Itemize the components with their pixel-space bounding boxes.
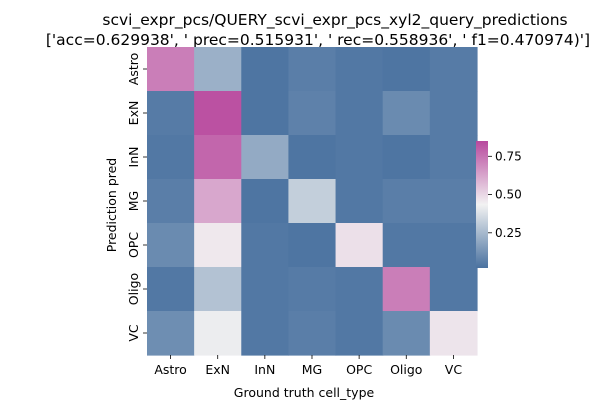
heatmap-cell-opc-vc bbox=[429, 223, 478, 268]
x-tick-label: ExN bbox=[205, 362, 230, 377]
y-tick-label: Oligo bbox=[126, 273, 141, 305]
chart-title-line2: ['acc=0.629938', ' prec=0.515931', ' rec… bbox=[46, 31, 590, 49]
heatmap-cell-mg-inn bbox=[241, 179, 290, 224]
heatmap-cell-oligo-oligo bbox=[382, 267, 431, 312]
heatmap-cell-inn-astro bbox=[147, 135, 195, 180]
heatmap-cell-astro-opc bbox=[335, 47, 384, 92]
heatmap-cell-inn-inn bbox=[241, 135, 290, 180]
heatmap-cell-oligo-opc bbox=[335, 267, 384, 312]
y-tick-label: ExN bbox=[126, 101, 141, 126]
heatmap-cell-opc-opc bbox=[335, 223, 384, 268]
heatmap-cell-astro-vc bbox=[429, 47, 478, 92]
chart-title-line1: scvi_expr_pcs/QUERY_scvi_expr_pcs_xyl2_q… bbox=[102, 11, 567, 30]
x-tick-label: Astro bbox=[154, 362, 186, 377]
y-tick-label: MG bbox=[126, 191, 141, 211]
heatmap-cell-oligo-mg bbox=[288, 267, 337, 312]
colorbar-tick-label: 0.25 bbox=[495, 226, 522, 240]
x-tick-label: InN bbox=[254, 362, 275, 377]
heatmap-cell-opc-inn bbox=[241, 223, 290, 268]
x-axis-label: Ground truth cell_type bbox=[234, 385, 375, 400]
colorbar-ticks: 0.25 0.50 0.75 bbox=[488, 149, 522, 240]
x-tick-label: Oligo bbox=[390, 362, 422, 377]
heatmap-cell-inn-mg bbox=[288, 135, 337, 180]
heatmap-cell-mg-mg bbox=[288, 179, 337, 224]
heatmap-cell-vc-mg bbox=[288, 311, 337, 356]
heatmap-cell-oligo-astro bbox=[147, 267, 195, 312]
colorbar-tick-label: 0.75 bbox=[495, 149, 522, 163]
x-tick-label: MG bbox=[302, 362, 322, 377]
heatmap-cell-exn-exn bbox=[194, 91, 242, 136]
heatmap-cell-astro-exn bbox=[194, 47, 242, 92]
heatmap-cell-astro-oligo bbox=[382, 47, 431, 92]
heatmap-cell-exn-mg bbox=[288, 91, 337, 136]
heatmap-cell-inn-vc bbox=[429, 135, 478, 180]
y-tick-label: VC bbox=[126, 324, 141, 342]
heatmap-cell-inn-exn bbox=[194, 135, 242, 180]
heatmap-cell-mg-astro bbox=[147, 179, 195, 224]
heatmap-cell-inn-oligo bbox=[382, 135, 431, 180]
heatmap-cell-opc-exn bbox=[194, 223, 242, 268]
heatmap-cell-astro-astro bbox=[147, 47, 195, 92]
heatmap-cell-mg-opc bbox=[335, 179, 384, 224]
heatmap-cell-vc-oligo bbox=[382, 311, 431, 356]
colorbar-tick-label: 0.50 bbox=[495, 188, 522, 202]
heatmap-cell-oligo-vc bbox=[429, 267, 478, 312]
heatmap-cell-astro-mg bbox=[288, 47, 337, 92]
heatmap-cell-exn-oligo bbox=[382, 91, 431, 136]
heatmap-cell-mg-oligo bbox=[382, 179, 431, 224]
colorbar bbox=[476, 141, 488, 268]
heatmap-cell-exn-inn bbox=[241, 91, 290, 136]
heatmap-cell-opc-mg bbox=[288, 223, 337, 268]
heatmap-cell-vc-opc bbox=[335, 311, 384, 356]
heatmap-cell-mg-exn bbox=[194, 179, 242, 224]
y-tick-label: InN bbox=[126, 147, 141, 168]
heatmap-cell-opc-astro bbox=[147, 223, 195, 268]
heatmap-cell-vc-inn bbox=[241, 311, 290, 356]
heatmap-cell-mg-vc bbox=[429, 179, 478, 224]
y-tick-label: Astro bbox=[126, 53, 141, 85]
heatmap-cell-vc-vc bbox=[429, 311, 478, 356]
heatmap-cell-vc-exn bbox=[194, 311, 242, 356]
x-tick-label: OPC bbox=[346, 362, 372, 377]
heatmap-cell-exn-vc bbox=[429, 91, 478, 136]
heatmap-cell-opc-oligo bbox=[382, 223, 431, 268]
heatmap-cell-vc-astro bbox=[147, 311, 195, 356]
heatmap-cell-astro-inn bbox=[241, 47, 290, 92]
heatmap-cell-oligo-exn bbox=[194, 267, 242, 312]
heatmap-cell-exn-opc bbox=[335, 91, 384, 136]
heatmap-cells bbox=[147, 47, 478, 356]
x-tick-labels: Astro ExN InN MG OPC Oligo VC bbox=[154, 355, 462, 377]
heatmap-cell-oligo-inn bbox=[241, 267, 290, 312]
heatmap-cell-exn-astro bbox=[147, 91, 195, 136]
y-tick-labels: Astro ExN InN MG OPC Oligo VC bbox=[126, 53, 147, 342]
heatmap-cell-inn-opc bbox=[335, 135, 384, 180]
y-axis-label: Prediction pred bbox=[104, 158, 119, 253]
y-tick-label: OPC bbox=[126, 232, 141, 258]
x-tick-label: VC bbox=[445, 362, 463, 377]
